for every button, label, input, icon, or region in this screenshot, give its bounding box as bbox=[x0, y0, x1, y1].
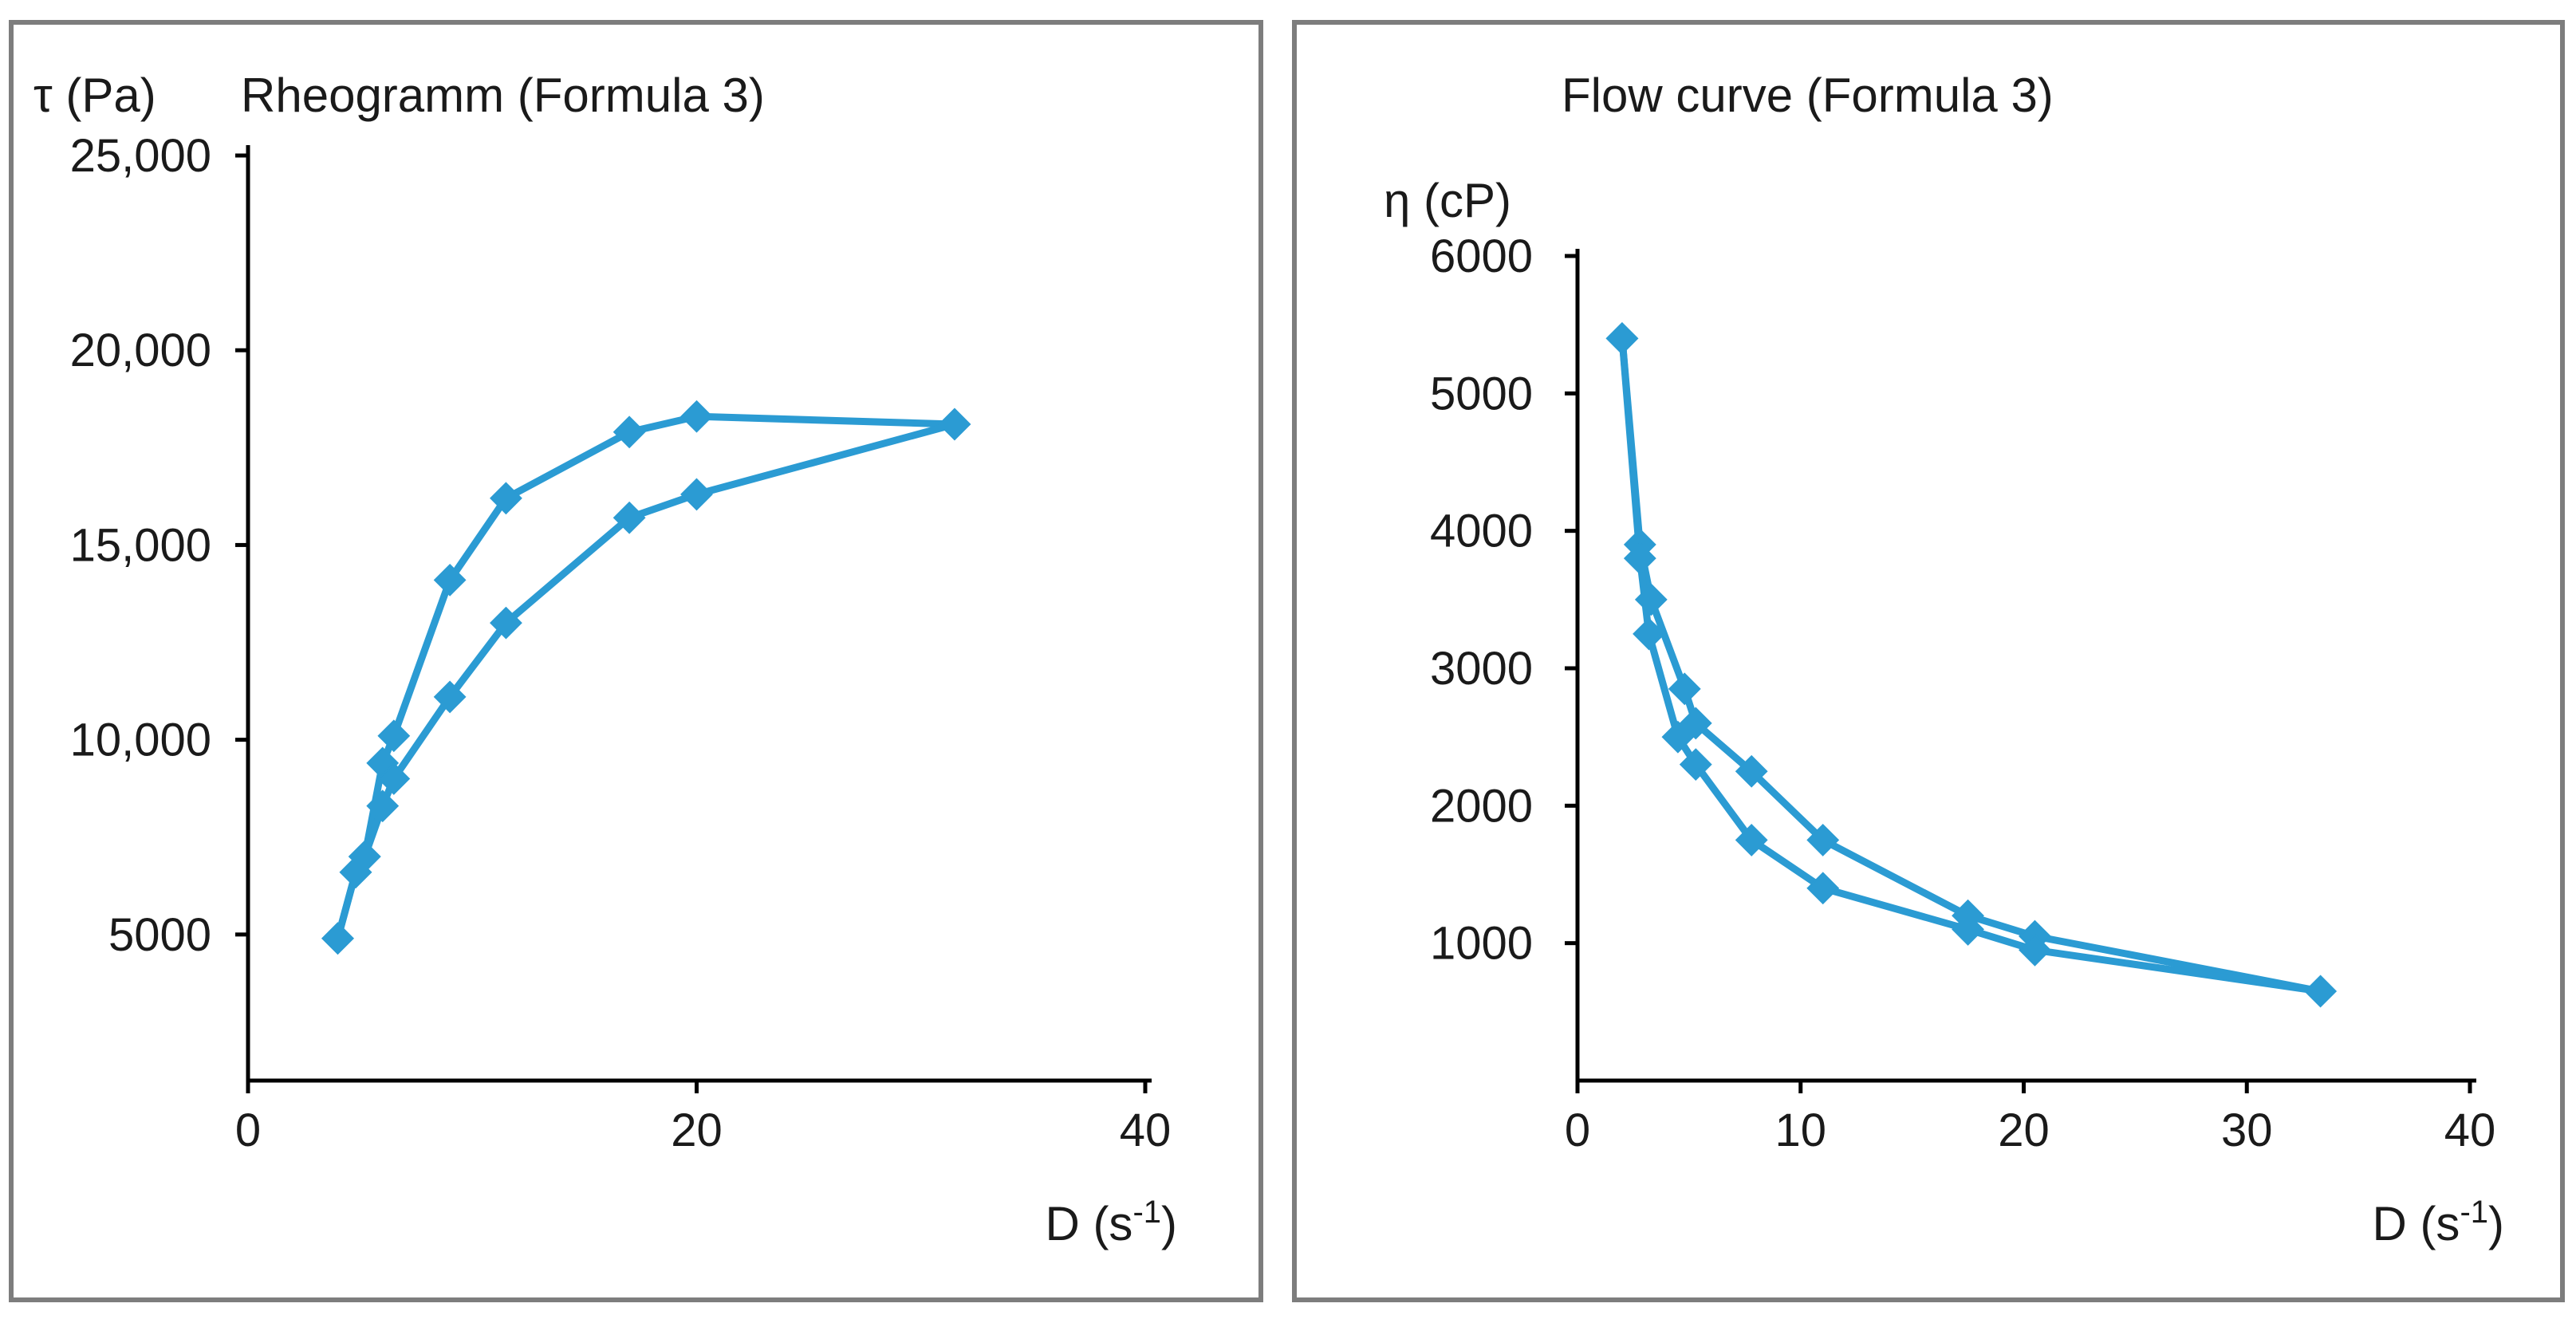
flow-curve-x-tick-label: 20 bbox=[1998, 1104, 2050, 1156]
flow-curve-title: Flow curve (Formula 3) bbox=[1562, 69, 2054, 122]
flow-curve-y-tick-label: 1000 bbox=[1430, 918, 1533, 970]
rheogramm-y-tick-label: 25,000 bbox=[70, 130, 211, 182]
flow-curve-x-axis-title-close: ) bbox=[2488, 1197, 2504, 1250]
rheogramm-y-axis-title: τ (Pa) bbox=[33, 69, 156, 122]
flow-curve-plot: 0 10 20 30 40 1000 2000 3000 4000 5000 6000 bbox=[1430, 230, 2495, 1156]
flow-curve-x-tick-label: 0 bbox=[1565, 1104, 1590, 1156]
rheogramm-x-tick-label: 40 bbox=[1120, 1104, 1172, 1156]
rheogramm-data-point bbox=[612, 415, 646, 449]
flow-curve-y-tick-label: 2000 bbox=[1430, 780, 1533, 832]
flow-curve-x-tick-label: 30 bbox=[2221, 1104, 2273, 1156]
flow-curve-x-axis-title: D (s-1) bbox=[2372, 1195, 2504, 1250]
rheogramm-data-point bbox=[612, 501, 646, 534]
rheogramm-data-point bbox=[490, 606, 522, 640]
rheogramm-data-point bbox=[321, 922, 354, 955]
rheogramm-data-point bbox=[377, 719, 411, 753]
flow-curve-x-tick-label: 10 bbox=[1774, 1104, 1826, 1156]
flow-curve-x-axis-title-main: D (s bbox=[2372, 1197, 2460, 1250]
rheogramm-data-point bbox=[433, 563, 467, 597]
flow-curve-data-point bbox=[2304, 975, 2337, 1008]
rheogramm-x-tick-label: 0 bbox=[235, 1104, 261, 1156]
rheogramm-plot: 0 20 40 5000 10,000 15,000 20,000 25,000 bbox=[70, 130, 1172, 1156]
rheogramm-data-point bbox=[490, 482, 522, 515]
rheogramm-data-point bbox=[433, 680, 467, 714]
flow-curve-data-point bbox=[1952, 913, 1984, 946]
flow-curve-y-tick-label: 6000 bbox=[1430, 230, 1533, 282]
flow-curve-data-point bbox=[1735, 754, 1768, 788]
rheogramm-y-tick-label: 10,000 bbox=[70, 715, 211, 766]
rheogramm-y-tick-label: 15,000 bbox=[70, 519, 211, 571]
rheogramm-data-point bbox=[339, 856, 372, 889]
rheogramm-data-point bbox=[938, 408, 971, 441]
rheogramm-x-axis-title-close: ) bbox=[1161, 1197, 1177, 1250]
rheogramm-data-point bbox=[366, 789, 400, 823]
flow-curve-x-axis-title-sup: -1 bbox=[2460, 1195, 2488, 1230]
rheogramm-panel-frame bbox=[9, 20, 1263, 1302]
rheogramm-x-tick-label: 20 bbox=[671, 1104, 723, 1156]
flow-curve-y-tick-label: 4000 bbox=[1430, 506, 1533, 557]
flow-curve-data-point bbox=[1633, 617, 1665, 651]
flow-curve-data-point bbox=[1634, 583, 1668, 616]
rheogramm-title: Rheogramm (Formula 3) bbox=[241, 69, 765, 122]
rheogramm-x-axis-title-sup: -1 bbox=[1132, 1195, 1161, 1230]
flow-curve-data-point bbox=[1661, 720, 1695, 754]
flow-curve-y-axis-title: η (cP) bbox=[1384, 174, 1511, 227]
rheogramm-x-axis-title-main: D (s bbox=[1045, 1197, 1132, 1250]
flow-curve-data-point bbox=[1623, 541, 1656, 575]
rheogramm-data-point bbox=[377, 762, 411, 795]
flow-curve-y-tick-label: 5000 bbox=[1430, 368, 1533, 419]
rheogramm-y-tick-label: 5000 bbox=[108, 909, 211, 961]
flow-curve-y-tick-label: 3000 bbox=[1430, 643, 1533, 695]
flow-curve-panel-frame bbox=[1292, 20, 2565, 1302]
rheogramm-data-point bbox=[680, 400, 713, 433]
flow-curve-data-point bbox=[1679, 748, 1712, 782]
flow-curve-data-point bbox=[1605, 321, 1639, 355]
rheogramm-x-axis-title: D (s-1) bbox=[1045, 1195, 1177, 1250]
rheogramm-y-tick-label: 20,000 bbox=[70, 325, 211, 376]
rheogramm-data-point bbox=[680, 478, 713, 511]
flow-curve-x-tick-label: 40 bbox=[2444, 1104, 2496, 1156]
flow-curve-data-point bbox=[1806, 824, 1840, 856]
flow-curve-data-point bbox=[2019, 933, 2051, 967]
flow-curve-data-point bbox=[1679, 707, 1712, 740]
flow-curve-data-point bbox=[1735, 824, 1768, 856]
flow-curve-data-point bbox=[1668, 672, 1701, 706]
flow-curve-series-line-1 bbox=[1618, 334, 2325, 995]
flow-curve-data-point bbox=[1806, 872, 1840, 905]
